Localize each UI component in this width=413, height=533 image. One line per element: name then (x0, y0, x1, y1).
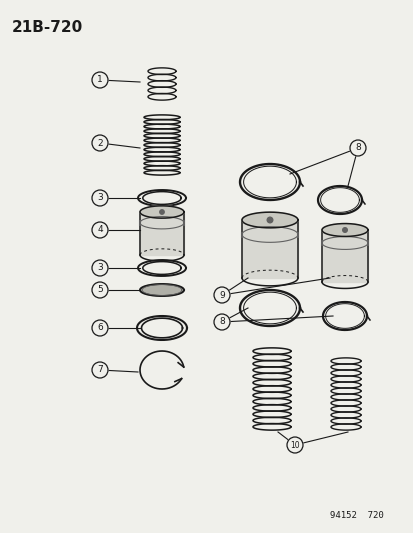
Circle shape (92, 320, 108, 336)
Polygon shape (242, 220, 297, 278)
Circle shape (92, 282, 108, 298)
Text: 10: 10 (290, 440, 299, 449)
Circle shape (92, 135, 108, 151)
Circle shape (214, 287, 230, 303)
Text: 3: 3 (97, 193, 102, 203)
Text: 4: 4 (97, 225, 102, 235)
Text: 6: 6 (97, 324, 102, 333)
Circle shape (214, 314, 230, 330)
Text: 21B-720: 21B-720 (12, 20, 83, 35)
Circle shape (266, 217, 272, 223)
Circle shape (342, 228, 347, 232)
Polygon shape (140, 284, 183, 296)
Text: 94152  720: 94152 720 (329, 511, 383, 520)
Circle shape (92, 190, 108, 206)
Circle shape (286, 437, 302, 453)
Text: 2: 2 (97, 139, 102, 148)
Circle shape (92, 72, 108, 88)
Text: 9: 9 (218, 290, 224, 300)
Polygon shape (140, 206, 183, 218)
Text: 7: 7 (97, 366, 102, 375)
Circle shape (92, 362, 108, 378)
Circle shape (159, 210, 164, 214)
Text: 3: 3 (97, 263, 102, 272)
Circle shape (92, 222, 108, 238)
Polygon shape (321, 223, 367, 237)
Text: 1: 1 (97, 76, 102, 85)
Text: 8: 8 (218, 318, 224, 327)
Text: 8: 8 (354, 143, 360, 152)
Polygon shape (242, 212, 297, 228)
Polygon shape (321, 230, 367, 282)
Text: 5: 5 (97, 286, 102, 295)
Circle shape (92, 260, 108, 276)
Circle shape (349, 140, 365, 156)
Polygon shape (140, 212, 183, 255)
